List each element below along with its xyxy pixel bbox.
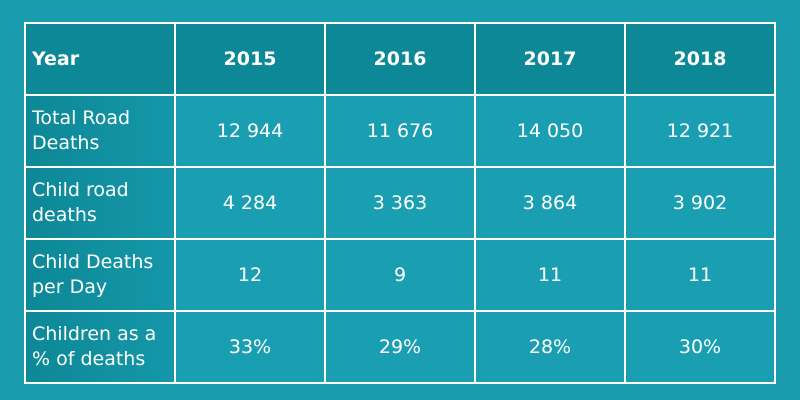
- header-label: Year: [24, 22, 176, 96]
- road-deaths-table: Year 2015 2016 2017 2018 Total Road Deaths 12…: [24, 22, 776, 384]
- table-body: Total Road Deaths 12 944 11 676 14 050 12 92…: [24, 94, 776, 384]
- cell-value: 11: [474, 238, 626, 312]
- header-row: Year 2015 2016 2017 2018: [24, 22, 776, 96]
- table-header: Year 2015 2016 2017 2018: [24, 22, 776, 96]
- table-row: Child Deaths per Day 12 9 11 11: [24, 238, 776, 312]
- row-label: Total Road Deaths: [24, 94, 176, 168]
- row-label: Child road deaths: [24, 166, 176, 240]
- cell-value: 11 676: [324, 94, 476, 168]
- cell-value: 9: [324, 238, 476, 312]
- header-year: 2016: [324, 22, 476, 96]
- cell-value: 11: [624, 238, 776, 312]
- cell-value: 3 902: [624, 166, 776, 240]
- cell-value: 30%: [624, 310, 776, 384]
- cell-value: 12: [174, 238, 326, 312]
- table-row: Total Road Deaths 12 944 11 676 14 050 12 92…: [24, 94, 776, 168]
- row-label: Children as a % of deaths: [24, 310, 176, 384]
- header-year: 2015: [174, 22, 326, 96]
- cell-value: 14 050: [474, 94, 626, 168]
- header-year: 2018: [624, 22, 776, 96]
- row-label: Child Deaths per Day: [24, 238, 176, 312]
- cell-value: 29%: [324, 310, 476, 384]
- cell-value: 12 944: [174, 94, 326, 168]
- cell-value: 3 864: [474, 166, 626, 240]
- cell-value: 28%: [474, 310, 626, 384]
- cell-value: 12 921: [624, 94, 776, 168]
- header-year: 2017: [474, 22, 626, 96]
- cell-value: 3 363: [324, 166, 476, 240]
- table-row: Child road deaths 4 284 3 363 3 864 3 902: [24, 166, 776, 240]
- cell-value: 33%: [174, 310, 326, 384]
- table-row: Children as a % of deaths 33% 29% 28% 30%: [24, 310, 776, 384]
- cell-value: 4 284: [174, 166, 326, 240]
